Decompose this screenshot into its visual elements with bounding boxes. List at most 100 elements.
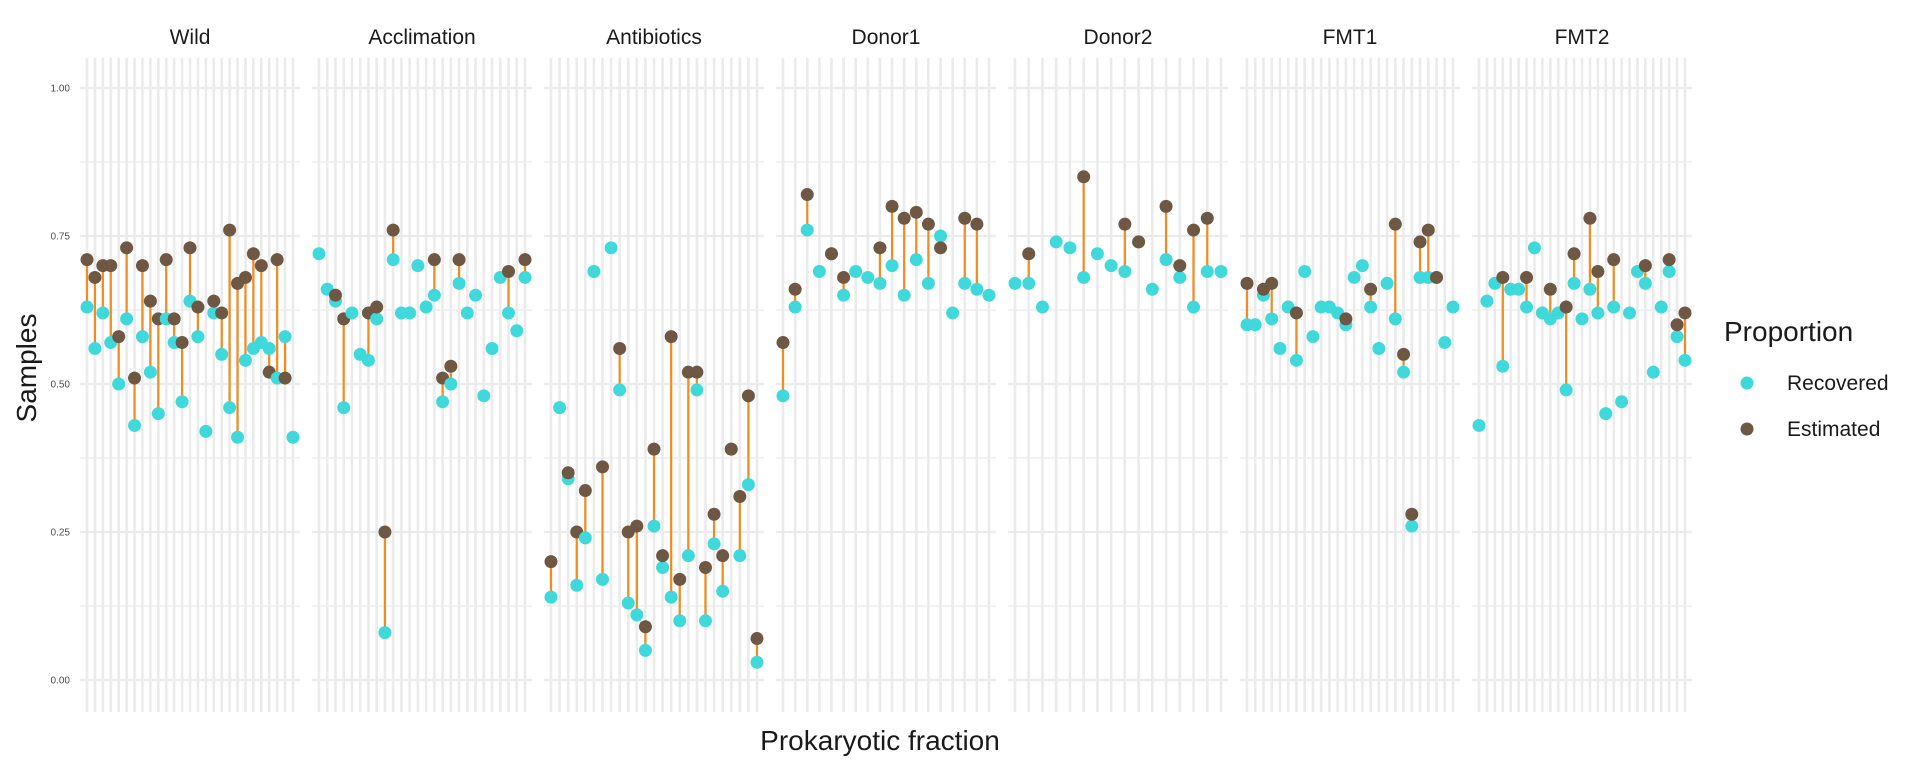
estimated-point	[733, 489, 747, 503]
estimated-point	[1159, 199, 1173, 213]
estimated-point	[370, 300, 384, 314]
estimated-point	[143, 294, 157, 308]
recovered-point	[741, 478, 755, 492]
recovered-point	[378, 626, 392, 640]
recovered-point	[286, 430, 300, 444]
estimated-point	[427, 253, 441, 267]
recovered-point	[570, 578, 584, 592]
recovered-point	[502, 306, 516, 320]
recovered-point	[1200, 265, 1214, 279]
recovered-point	[681, 549, 695, 563]
estimated-point	[1397, 347, 1411, 361]
estimated-point	[215, 306, 229, 320]
estimated-point	[1022, 247, 1036, 261]
recovered-point	[1599, 407, 1613, 421]
recovered-point	[262, 341, 276, 355]
recovered-point	[673, 614, 687, 628]
recovered-point	[419, 300, 433, 314]
recovered-point	[970, 282, 984, 296]
estimated-point	[837, 270, 851, 284]
y-axis-ticks: 0.00 0.25 0.50 0.75 1.00	[51, 84, 71, 687]
recovered-point	[1090, 247, 1104, 261]
recovered-point	[733, 549, 747, 563]
recovered-point	[1173, 270, 1187, 284]
estimated-point	[223, 223, 237, 237]
legend-title: Proportion	[1724, 316, 1853, 347]
y-tick-label: 0.75	[51, 232, 71, 243]
recovered-point	[1480, 294, 1494, 308]
estimated-point	[238, 270, 252, 284]
recovered-point	[596, 572, 609, 586]
recovered-point	[1583, 282, 1597, 296]
recovered-point	[1372, 341, 1386, 355]
recovered-point	[788, 300, 802, 314]
recovered-point	[345, 306, 359, 320]
estimated-point	[1421, 223, 1435, 237]
estimated-point	[1678, 306, 1692, 320]
estimated-point	[104, 259, 118, 273]
estimated-point	[1520, 270, 1534, 284]
estimated-point	[707, 507, 721, 521]
recovered-point	[1559, 383, 1573, 397]
recovered-point	[604, 241, 618, 255]
recovered-point	[716, 584, 730, 598]
recovered-point	[1355, 259, 1369, 273]
estimated-point	[613, 341, 627, 355]
estimated-point	[1567, 247, 1581, 261]
estimated-point	[1364, 282, 1378, 296]
facet-title: Donor1	[852, 26, 921, 49]
recovered-point	[1248, 318, 1262, 332]
estimated-point	[934, 241, 948, 255]
recovered-point	[1265, 312, 1279, 326]
recovered-point	[621, 596, 635, 610]
recovered-point	[1623, 306, 1637, 320]
recovered-point	[510, 324, 524, 338]
facet-title: Antibiotics	[606, 26, 702, 49]
estimated-point	[1405, 507, 1419, 521]
recovered-point	[1187, 300, 1201, 314]
recovered-point	[1670, 330, 1684, 344]
estimated-point	[958, 211, 972, 225]
estimated-point	[1187, 223, 1201, 237]
estimated-point	[656, 549, 670, 563]
y-axis-title: Samples	[11, 314, 42, 423]
recovered-point	[587, 265, 601, 279]
recovered-point	[151, 407, 165, 421]
recovered-point	[690, 383, 704, 397]
recovered-point	[361, 353, 375, 367]
estimated-point	[1583, 211, 1597, 225]
recovered-point	[1306, 330, 1320, 344]
recovered-point	[1654, 300, 1668, 314]
recovered-point	[1008, 276, 1022, 290]
recovered-point	[278, 330, 292, 344]
estimated-point	[88, 270, 102, 284]
recovered-point	[1049, 235, 1063, 249]
recovered-point	[638, 643, 652, 657]
recovered-point	[469, 288, 483, 302]
recovered-point	[800, 223, 814, 237]
estimated-point	[638, 620, 652, 634]
recovered-point	[223, 401, 237, 415]
recovered-point	[1364, 300, 1378, 314]
recovered-point	[656, 561, 670, 575]
recovered-point	[1607, 300, 1621, 314]
recovered-point	[96, 306, 110, 320]
recovered-point	[578, 531, 592, 545]
estimated-point	[518, 253, 532, 267]
y-tick-label: 0.50	[51, 380, 71, 391]
recovered-point	[1662, 265, 1676, 279]
legend-swatch-estimated	[1740, 422, 1754, 436]
recovered-point	[873, 276, 887, 290]
recovered-point	[1347, 270, 1361, 284]
y-tick-label: 0.00	[51, 676, 71, 687]
estimated-point	[1607, 253, 1621, 267]
estimated-point	[647, 442, 661, 456]
x-axis-title: Prokaryotic fraction	[760, 725, 1000, 756]
recovered-point	[477, 389, 491, 403]
estimated-point	[278, 371, 292, 385]
recovered-point	[80, 300, 94, 314]
estimated-point	[167, 312, 181, 326]
recovered-point	[1646, 365, 1660, 379]
